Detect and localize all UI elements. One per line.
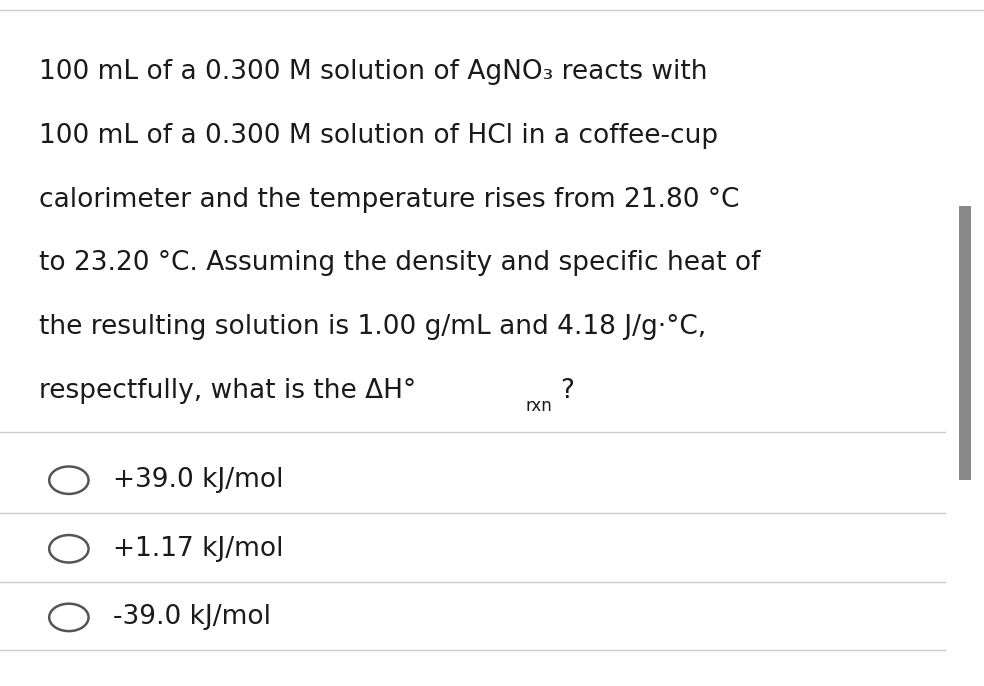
Text: 100 mL of a 0.300 M solution of AgNO₃ reacts with: 100 mL of a 0.300 M solution of AgNO₃ re… bbox=[39, 59, 707, 85]
Text: the resulting solution is 1.00 g/mL and 4.18 J/g·°C,: the resulting solution is 1.00 g/mL and … bbox=[39, 314, 707, 340]
Text: 100 mL of a 0.300 M solution of HCl in a coffee-cup: 100 mL of a 0.300 M solution of HCl in a… bbox=[39, 123, 718, 149]
Text: +1.17 kJ/mol: +1.17 kJ/mol bbox=[113, 536, 283, 562]
Text: ?: ? bbox=[561, 378, 575, 404]
Text: respectfully, what is the ΔH°: respectfully, what is the ΔH° bbox=[39, 378, 416, 404]
Text: rxn: rxn bbox=[526, 397, 553, 415]
Text: -39.0 kJ/mol: -39.0 kJ/mol bbox=[113, 604, 272, 630]
Text: +39.0 kJ/mol: +39.0 kJ/mol bbox=[113, 467, 283, 493]
Text: to 23.20 °C. Assuming the density and specific heat of: to 23.20 °C. Assuming the density and sp… bbox=[39, 250, 761, 276]
Text: calorimeter and the temperature rises from 21.80 °C: calorimeter and the temperature rises fr… bbox=[39, 187, 740, 213]
FancyBboxPatch shape bbox=[959, 206, 971, 480]
